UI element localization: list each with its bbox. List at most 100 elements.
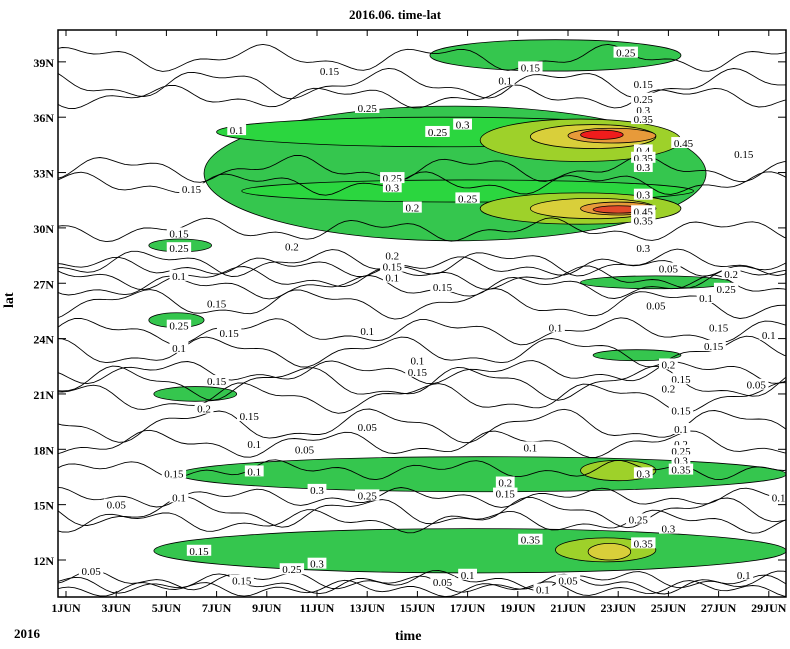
contour-label: 0.1: [674, 424, 688, 436]
contour-line-0_1: [58, 154, 786, 183]
contour-label-bg: [279, 563, 305, 575]
x-axis: 1JUN 3JUN 5JUN 7JUN 9JUN 11JUN 13JUN 15JUN 17JUN…: [51, 30, 787, 615]
contour-label-bg: [626, 513, 651, 525]
contour-label: 0.05: [747, 380, 767, 392]
contour-label: 0.15: [169, 228, 189, 240]
contour-label-bg: [405, 365, 430, 377]
contour-label: 0.1: [523, 442, 537, 454]
contour-label-bg: [659, 522, 678, 534]
contour-labels: 0.25 0.15 0.15 0.1 0.15 0.25 0.25 0.3 0.35 0.3 0.2…: [78, 46, 786, 597]
contour-label-bg: [633, 103, 653, 115]
contour-label-bg: [307, 483, 327, 495]
contour-label-bg: [458, 568, 477, 580]
contour-label: 0.15: [383, 262, 403, 274]
contour-line-0_15: [58, 84, 786, 109]
contour-label: 0.1: [172, 271, 186, 283]
contour-label: 0.2: [724, 269, 738, 281]
contour-label-bg: [169, 491, 189, 503]
y-tick-label: 21N: [33, 388, 54, 402]
chart-title: 2016.06. time-lat: [348, 7, 442, 22]
contour-label-bg: [659, 382, 678, 394]
y-tick-label: 15N: [33, 499, 54, 513]
contour-label: 0.2: [197, 404, 211, 416]
contour-label-bg: [382, 249, 402, 261]
contour-label: 0.25: [428, 127, 448, 139]
contour-label: 0.3: [636, 190, 650, 202]
contour-label: 0.25: [282, 564, 302, 576]
contour-label-bg: [631, 214, 656, 226]
contour-label-bg: [166, 242, 192, 254]
contour-line-0_1: [58, 248, 786, 277]
contour-label-bg: [229, 574, 254, 586]
contour-label-bg: [671, 423, 691, 435]
contour-line-0_15: [58, 360, 786, 385]
contour-label-bg: [656, 262, 681, 274]
contour-label-bg: [631, 537, 656, 549]
contour-label-bg: [706, 321, 731, 333]
contour-label: 0.2: [285, 241, 299, 253]
contour-label-bg: [380, 172, 405, 184]
contour-label: 0.15: [671, 406, 691, 418]
contour-label: 0.35: [634, 216, 654, 228]
contour-label: 0.25: [358, 490, 378, 502]
plot-frame: [57, 29, 787, 598]
contour-label-bg: [244, 465, 264, 477]
contour-label-bg: [631, 205, 656, 217]
y-tick-label: 36N: [33, 111, 54, 125]
contour-label: 0.1: [762, 330, 776, 342]
contour-label: 0.15: [408, 367, 428, 379]
contour-label-bg: [244, 437, 264, 449]
contour-label-bg: [169, 269, 189, 281]
x-tick-label: 11JUN: [300, 601, 335, 615]
contour-label: 0.2: [662, 359, 676, 371]
contour-label: 0.2: [498, 478, 512, 490]
contour-label: 0.15: [521, 62, 541, 74]
contour-label-bg: [520, 441, 540, 453]
contour-label-bg: [633, 242, 653, 254]
contour-label-bg: [759, 328, 779, 340]
contour-label: 0.25: [629, 514, 649, 526]
contour-label: 0.15: [164, 468, 184, 480]
contour-label: 0.05: [659, 263, 679, 275]
contour-label-bg: [701, 339, 726, 351]
contour-label-bg: [307, 557, 327, 569]
filled-region-0_2: [592, 349, 682, 362]
contour-label: 0.25: [717, 284, 737, 296]
contour-label-bg: [161, 467, 187, 479]
contour-label-bg: [382, 181, 402, 193]
filled-region-0_5: [580, 129, 624, 140]
y-tick-label: 30N: [33, 222, 54, 236]
contour-label: 0.1: [172, 343, 186, 355]
x-tick-label: 5JUN: [152, 601, 182, 615]
contour-label-bg: [533, 583, 553, 595]
contour-label: 0.3: [636, 162, 650, 174]
contour-label-bg: [495, 74, 515, 86]
contour-label-bg: [186, 544, 212, 556]
contour-label-bg: [713, 282, 739, 294]
contour-line-0_1: [58, 67, 786, 100]
contour-label: 0.15: [704, 341, 724, 353]
contour-label: 0.05: [358, 422, 378, 434]
contour-label-bg: [166, 227, 192, 239]
contour-label: 0.05: [107, 500, 127, 512]
contour-label: 0.05: [433, 577, 453, 589]
contour-label: 0.15: [189, 546, 209, 558]
contour-label-bg: [555, 574, 581, 586]
contour-label: 0.15: [207, 299, 227, 311]
x-tick-label: 17JUN: [450, 601, 486, 615]
filled-region-0_35: [587, 542, 632, 561]
contour-label: 0.05: [646, 300, 666, 312]
contour-label-bg: [169, 341, 189, 353]
contour-label-bg: [355, 101, 380, 113]
x-tick-label: 23JUN: [601, 601, 637, 615]
contour-label: 0.1: [549, 323, 563, 335]
contour-label-bg: [631, 113, 656, 125]
contour-label-bg: [204, 375, 229, 387]
contour-label: 0.05: [81, 566, 101, 578]
contour-label-bg: [631, 77, 656, 89]
contour-label: 0.1: [498, 75, 512, 87]
contour-label-bg: [430, 576, 455, 588]
contour-label-bg: [204, 297, 229, 309]
contour-label-bg: [282, 240, 302, 252]
contour-label-bg: [380, 260, 405, 272]
